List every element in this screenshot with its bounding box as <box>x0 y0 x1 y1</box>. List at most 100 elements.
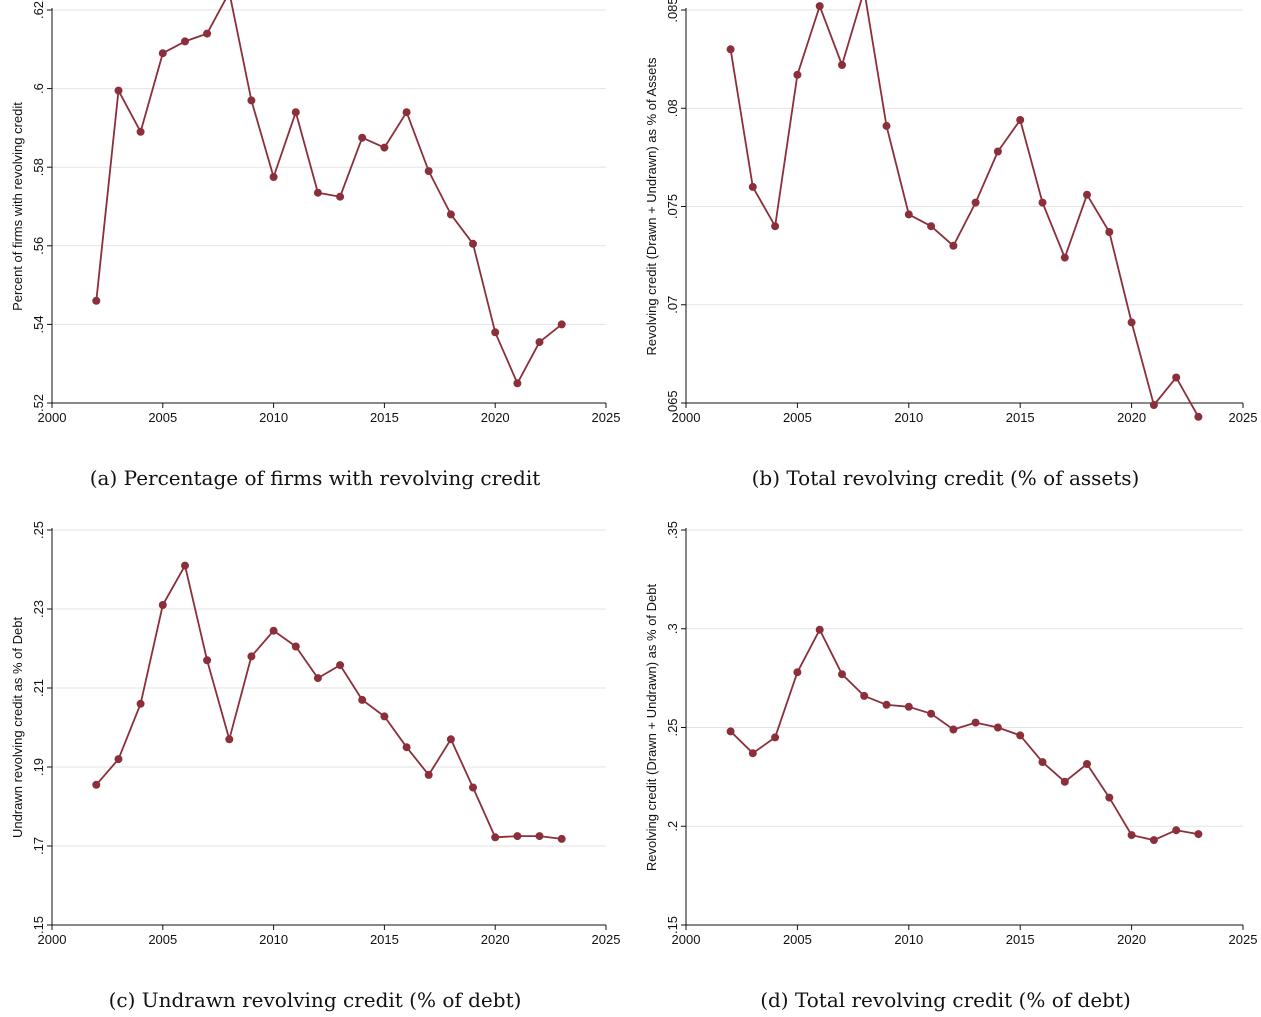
data-point <box>358 133 367 142</box>
data-point <box>557 834 566 843</box>
data-point <box>557 320 566 329</box>
data-point <box>269 626 278 635</box>
x-tick-label: 2005 <box>148 410 177 425</box>
y-tick-label: .21 <box>31 679 46 697</box>
data-point <box>971 198 980 207</box>
data-point <box>469 783 477 792</box>
data-point <box>469 239 477 248</box>
chart-svg-a: 2000 2005 2010 2015 2020 2025 .52 .54 .56 .58 .6 .6… <box>10 0 620 425</box>
chart-panel-a: 2000 2005 2010 2015 2020 2025 .52 .54 .56 .58 .6 .6… <box>0 0 630 508</box>
chart-panel-c: 2000 2005 2010 2015 2020 2025 .15 .17 .19 .21 .23.… <box>0 510 630 1017</box>
x-tick-label: 2020 <box>481 932 510 947</box>
data-point <box>513 379 522 388</box>
data-point <box>904 210 913 219</box>
x-tick-label: 2025 <box>1229 932 1258 947</box>
y-axis-label: Percent of firms with revolving credit <box>10 102 25 311</box>
y-tick-label: .3 <box>665 623 680 634</box>
y-axis-label: Revolving credit (Drawn + Undrawn) as % … <box>644 57 659 356</box>
series-line <box>729 0 1200 418</box>
data-point <box>1083 760 1091 768</box>
data-point <box>291 108 300 117</box>
caption-c: (c) Undrawn revolving credit (% of debt) <box>108 988 522 1012</box>
caption-d: (d) Total revolving credit (% of debt) <box>760 988 1131 1012</box>
data-point <box>203 656 212 665</box>
data-point <box>247 96 256 105</box>
y-tick-label: .6 <box>31 83 46 94</box>
data-point <box>771 222 780 231</box>
y-tick-label: .52 <box>31 394 46 412</box>
x-tick-label: 2025 <box>592 932 621 947</box>
x-tick-label: 2010 <box>894 932 923 947</box>
data-point <box>535 832 544 841</box>
chart-svg-b: 2000 2005 2010 2015 2020 2025 .065 .07 .075 .08 .0… <box>644 0 1257 425</box>
data-point <box>402 108 411 117</box>
x-tick-label: 2000 <box>38 410 67 425</box>
x-tick-label: 2000 <box>38 932 67 947</box>
data-point <box>114 86 123 95</box>
data-point <box>513 832 522 841</box>
x-tick-label: 2005 <box>783 932 812 947</box>
x-tick-label: 2010 <box>259 410 288 425</box>
x-tick-label: 2025 <box>592 410 621 425</box>
data-point <box>269 173 278 181</box>
data-point <box>1016 116 1025 124</box>
caption-b: (b) Total revolving credit (% of assets) <box>751 466 1140 490</box>
data-point <box>225 735 234 744</box>
x-tick-label: 2010 <box>894 410 923 425</box>
data-point <box>815 2 824 11</box>
y-tick-label: .2 <box>665 821 680 832</box>
data-point <box>882 700 891 709</box>
data-point <box>92 296 101 305</box>
data-point <box>1105 228 1114 236</box>
y-tick-label: .17 <box>31 837 46 855</box>
data-point <box>424 770 433 779</box>
x-tick-label: 2015 <box>1006 410 1035 425</box>
data-point <box>1127 318 1136 327</box>
data-point <box>424 167 433 176</box>
data-point <box>971 718 980 727</box>
y-tick-label: .58 <box>31 158 46 176</box>
y-axis-label: Undrawn revolving credit as % of Debt <box>10 617 25 838</box>
data-point <box>1038 198 1047 207</box>
y-tick-label: .25 <box>665 718 680 736</box>
data-point <box>949 725 958 734</box>
y-tick-label: .62 <box>31 1 46 19</box>
data-point <box>380 143 389 152</box>
data-point <box>1105 793 1114 802</box>
data-point <box>1060 253 1069 262</box>
data-point <box>313 674 322 683</box>
data-point <box>402 743 411 752</box>
data-point <box>203 29 212 38</box>
y-tick-label: .35 <box>665 521 680 539</box>
data-point <box>446 735 455 744</box>
y-axis-label: Revolving credit (Drawn + Undrawn) as % … <box>644 584 659 872</box>
chart-panel-b: 2000 2005 2010 2015 2020 2025 .065 .07 .075 .08 .0… <box>630 0 1261 508</box>
data-point <box>748 749 757 758</box>
data-point <box>949 241 958 250</box>
data-point <box>136 699 145 708</box>
data-point <box>1172 826 1181 835</box>
data-point <box>993 723 1002 732</box>
y-tick-label: .15 <box>31 916 46 934</box>
data-point <box>771 733 780 742</box>
chart-panel-d: 2000 2005 2010 2015 2020 2025 .15 .2 .25 .3 .35 Rev… <box>630 510 1261 1017</box>
data-point <box>1016 731 1025 740</box>
y-tick-label: .56 <box>31 237 46 255</box>
x-tick-label: 2000 <box>672 932 701 947</box>
data-point <box>247 652 256 661</box>
chart-svg-d: 2000 2005 2010 2015 2020 2025 .15 .2 .25 .3 .35 Rev… <box>644 521 1257 947</box>
x-tick-label: 2020 <box>1117 932 1146 947</box>
chart-svg-c: 2000 2005 2010 2015 2020 2025 .15 .17 .19 .21 .23.… <box>10 521 620 947</box>
y-tick-label: .23 <box>31 600 46 618</box>
data-point <box>1194 412 1203 421</box>
y-tick-label: .19 <box>31 758 46 776</box>
data-point <box>815 625 824 634</box>
x-tick-label: 2000 <box>672 410 701 425</box>
x-tick-label: 2020 <box>1117 410 1146 425</box>
data-point <box>446 210 455 219</box>
data-point <box>92 780 101 789</box>
data-point <box>158 601 167 609</box>
data-point <box>748 182 757 191</box>
x-tick-label: 2025 <box>1229 410 1258 425</box>
data-point <box>1060 777 1069 786</box>
